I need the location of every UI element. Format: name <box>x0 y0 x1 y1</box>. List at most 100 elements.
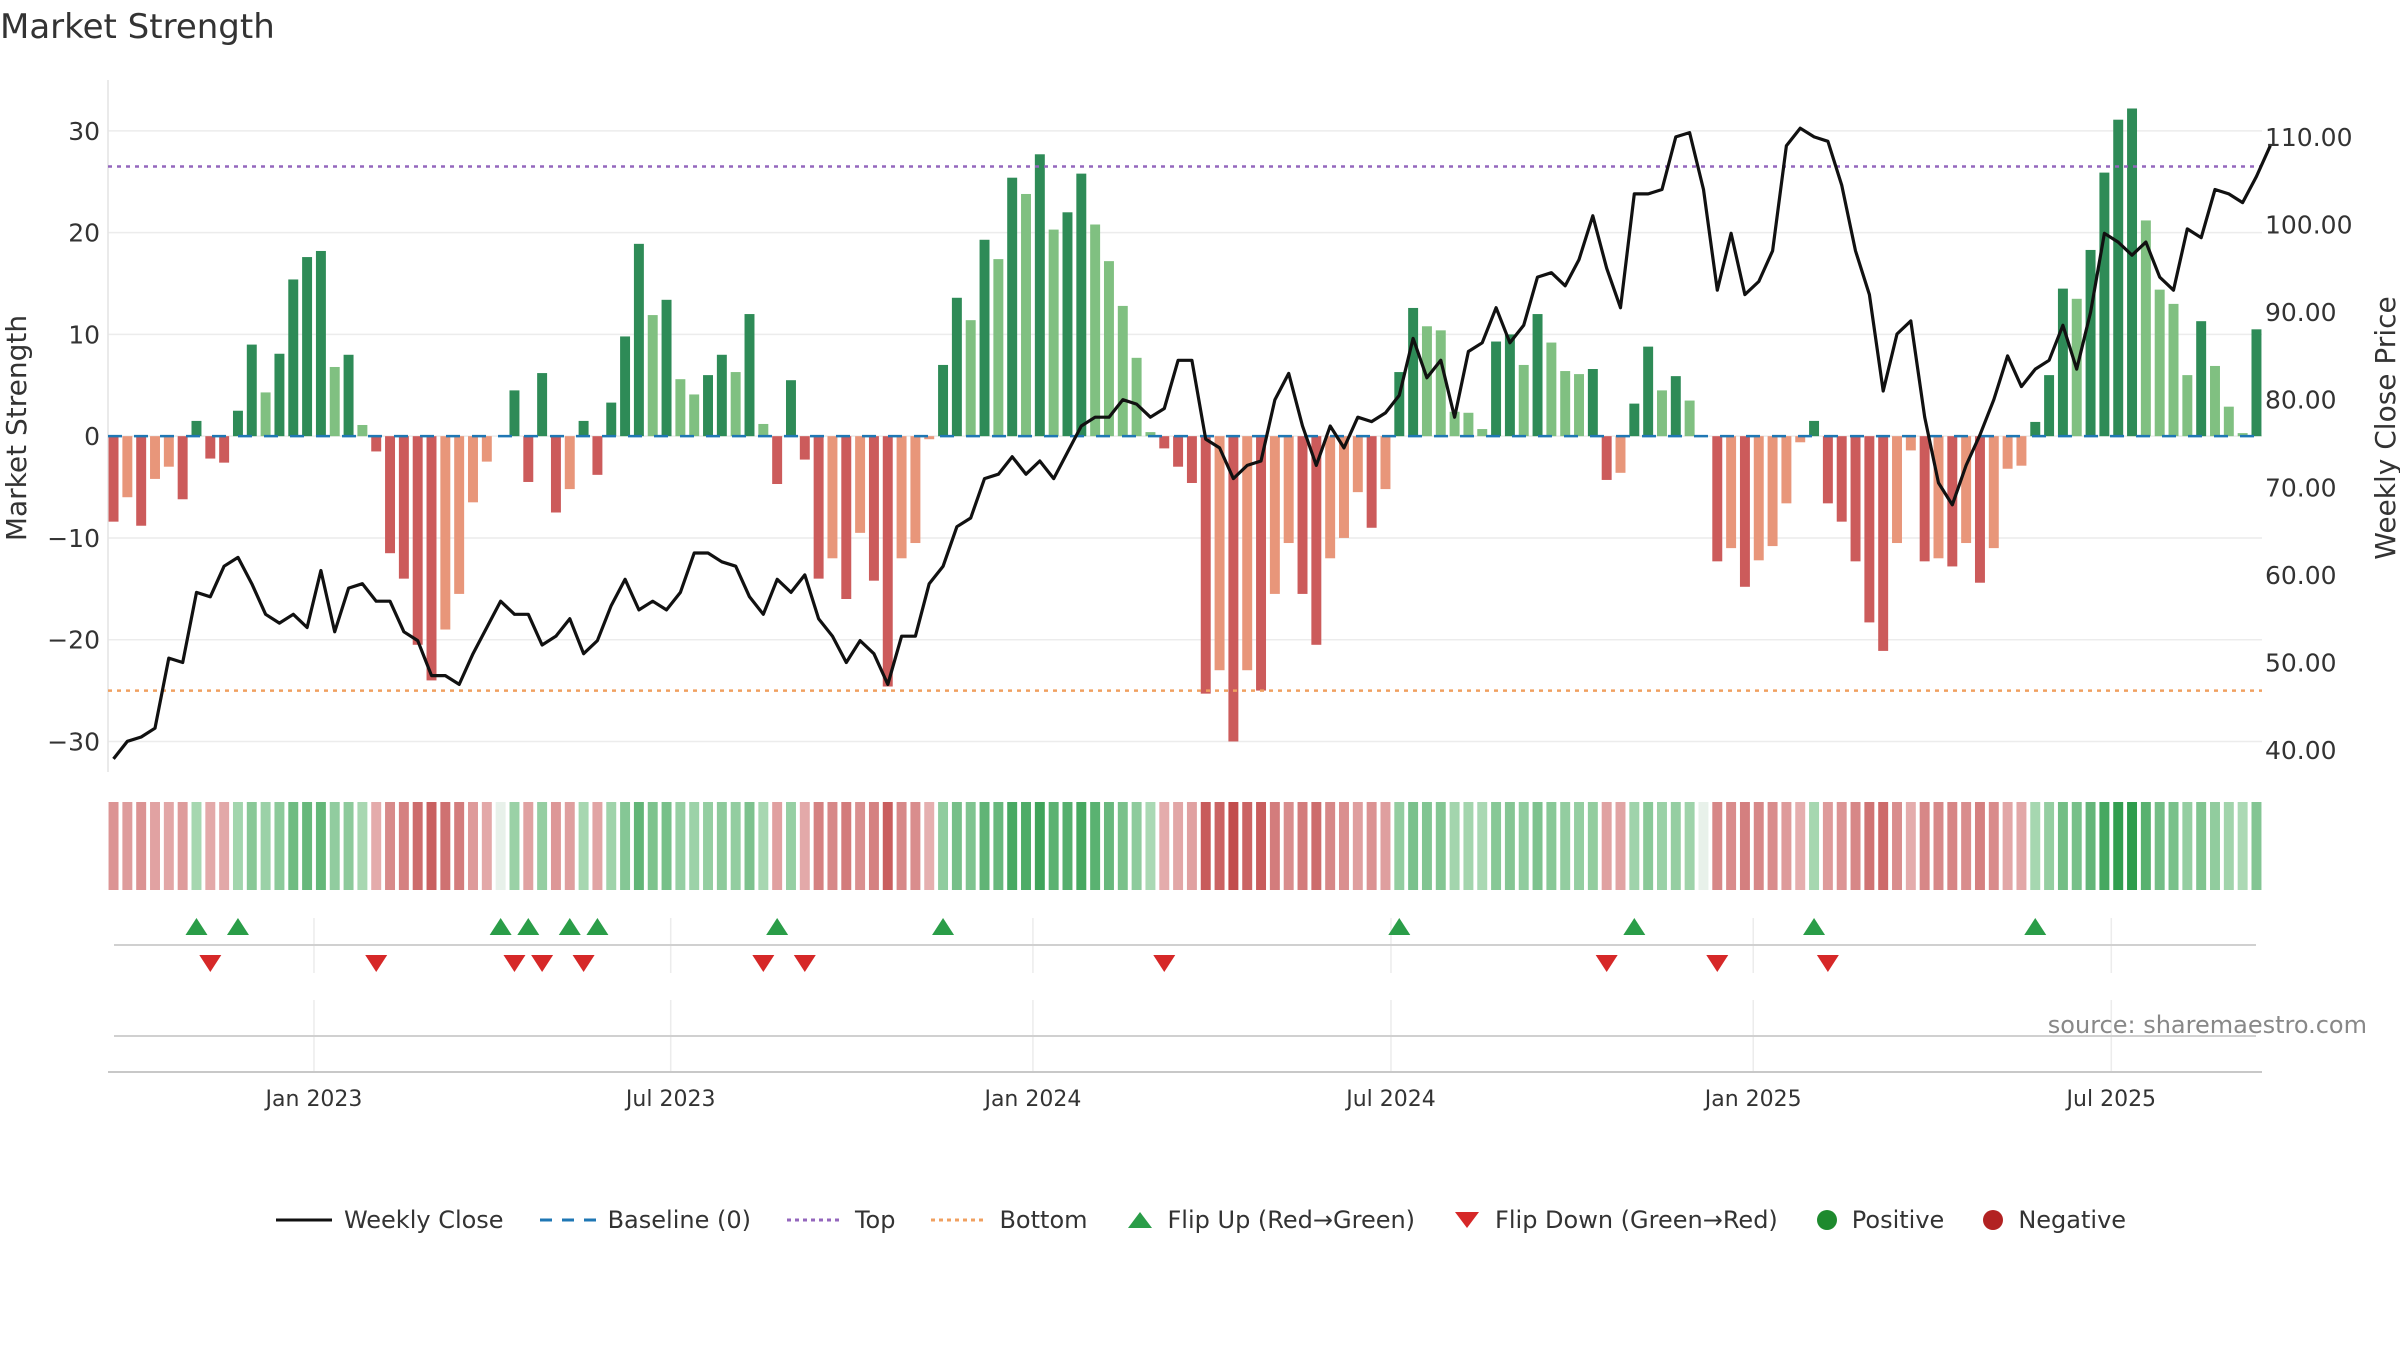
heat-cell <box>1145 802 1156 890</box>
heat-cell <box>1947 802 1958 890</box>
heat-cell <box>1836 802 1847 890</box>
flip-up-marker <box>517 918 540 935</box>
strength-bar <box>965 320 976 437</box>
strength-bar <box>1269 436 1280 594</box>
strength-bar <box>1587 369 1598 437</box>
heat-cell <box>1021 802 1031 890</box>
strength-bar <box>205 436 216 459</box>
heat-cell <box>1256 802 1267 890</box>
heat-cell <box>827 802 838 890</box>
strength-bar <box>440 436 451 630</box>
heat-cell <box>2196 802 2207 890</box>
legend-item-bottom[interactable]: Bottom <box>929 1206 1088 1234</box>
strength-bar <box>468 436 478 503</box>
strength-bar <box>2016 436 2027 466</box>
strength-bar <box>2057 288 2068 437</box>
strength-bar <box>689 394 700 437</box>
strength-bar <box>813 436 824 579</box>
heat-cell <box>896 802 907 890</box>
x-tick-label: Jul 2023 <box>624 1087 716 1112</box>
strength-bar <box>896 436 907 559</box>
heat-cell <box>1560 802 1571 890</box>
strength-bar <box>1739 436 1750 587</box>
strength-bar <box>315 250 326 437</box>
strength-bar <box>1394 372 1405 437</box>
flip-up-marker <box>1388 918 1411 935</box>
heat-cell <box>633 802 644 890</box>
x-tick-label: Jul 2024 <box>1344 1087 1436 1112</box>
heat-cell <box>716 802 727 890</box>
heat-cell <box>1684 802 1695 890</box>
legend-item-weekly-close[interactable]: Weekly Close <box>274 1206 504 1234</box>
heat-cell <box>758 802 769 890</box>
heat-cell <box>523 802 534 890</box>
heat-cell <box>1961 802 1972 890</box>
heat-cell <box>2085 802 2096 890</box>
heat-cell <box>2071 802 2082 890</box>
heat-cell <box>1034 802 1045 890</box>
strength-bar <box>675 379 686 437</box>
heat-cell <box>1739 802 1750 890</box>
legend-item-baseline[interactable]: Baseline (0) <box>538 1206 751 1234</box>
heat-cell <box>1615 802 1626 890</box>
x-tick-label: Jan 2025 <box>1703 1087 1802 1112</box>
x-axis-ticks: Jan 2023 Jul 2023 Jan 2024 Jul 2024 Jan 2025… <box>264 1087 2157 1112</box>
heat-cell <box>1656 802 1667 890</box>
heat-cell <box>799 802 810 890</box>
heat-cell <box>1601 802 1612 890</box>
heat-cell <box>274 802 285 890</box>
heat-cell <box>1477 802 1488 890</box>
heat-cell <box>993 802 1004 890</box>
legend-item-negative[interactable]: Negative <box>1978 1206 2126 1234</box>
strength-bar <box>454 436 465 594</box>
strength-bar <box>1767 436 1778 547</box>
heat-cell <box>730 802 741 890</box>
heat-cell <box>1159 802 1170 890</box>
heat-cell <box>1186 802 1197 890</box>
flip-down-marker <box>503 955 526 972</box>
strength-bar <box>1504 334 1515 437</box>
heat-cell <box>1076 802 1087 890</box>
heat-cell <box>495 802 506 890</box>
strength-bar <box>1684 400 1695 437</box>
strength-bar <box>564 436 575 490</box>
y-left-tick-label: 10 <box>68 320 100 349</box>
heat-cell <box>1919 802 1930 890</box>
heat-cell <box>1574 802 1585 890</box>
heat-cell <box>302 802 313 890</box>
heat-cell <box>2168 802 2179 890</box>
legend-item-top[interactable]: Top <box>785 1206 896 1234</box>
heat-cell <box>1173 802 1184 890</box>
legend-item-flip-down[interactable]: Flip Down (Green→Red) <box>1449 1206 1778 1234</box>
strength-bar <box>1103 261 1114 437</box>
legend-item-positive[interactable]: Positive <box>1812 1206 1944 1234</box>
heat-cell <box>1325 802 1336 890</box>
heat-cell <box>550 802 561 890</box>
strength-bar <box>219 436 230 463</box>
legend-label: Top <box>854 1206 896 1234</box>
strength-bar <box>1864 436 1875 623</box>
strength-bar <box>910 436 921 544</box>
y-left-tick-label: 30 <box>68 117 100 146</box>
strength-bar <box>1905 436 1916 451</box>
flip-up-marker <box>226 918 249 935</box>
flip-down-marker <box>199 955 222 972</box>
x-tick-label: Jan 2023 <box>264 1087 363 1112</box>
strength-bar <box>1380 436 1391 490</box>
strength-bar <box>1919 436 1930 562</box>
strength-bar <box>1781 436 1792 504</box>
heat-cell <box>1339 802 1349 890</box>
y-left-tick-label: −20 <box>47 626 100 655</box>
legend-label: Negative <box>2018 1206 2127 1234</box>
strength-bar <box>841 436 852 599</box>
y-axis-ticks: 30 20 10 0 −10 −20 −30 110.00 100.00 90.00 80.00 70… <box>47 117 2352 765</box>
heat-cell <box>1062 802 1073 890</box>
x-tick-label: Jan 2024 <box>982 1087 1081 1112</box>
heat-cell <box>1518 802 1529 890</box>
strength-bar <box>716 354 727 437</box>
heat-cell <box>1822 802 1833 890</box>
legend-item-flip-up[interactable]: Flip Up (Red→Green) <box>1122 1206 1415 1234</box>
heat-cell <box>481 802 492 890</box>
heat-cell <box>2113 802 2124 890</box>
heat-cell <box>122 802 133 890</box>
